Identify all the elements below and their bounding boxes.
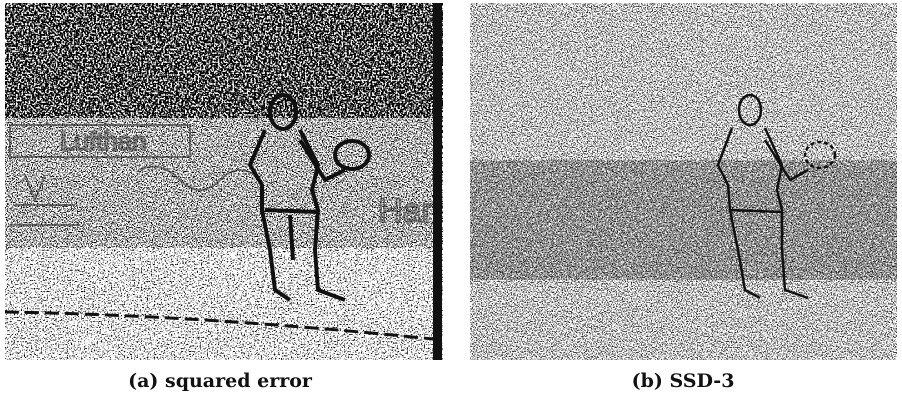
caption: (a) squared error <box>0 370 440 392</box>
figure-images: Lufthan Ham <box>0 0 902 408</box>
figure-page: Lufthan Ham (a) squared error (b <box>0 0 902 408</box>
image-ssd-3 <box>470 3 897 360</box>
image-squared-error: Lufthan Ham <box>5 3 450 360</box>
caption: (b) SSD-3 <box>463 370 902 392</box>
svg-text:Lufthan: Lufthan <box>60 126 147 156</box>
